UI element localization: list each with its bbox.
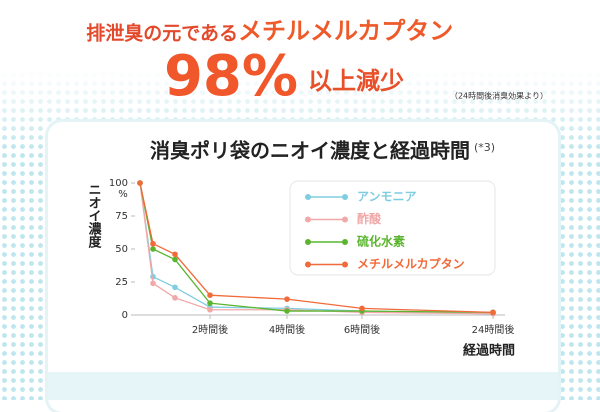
page: {"header": {"lead": "排泄臭の元である", "subject…: [0, 17, 600, 400]
y-unit: %: [118, 189, 128, 200]
point: [150, 280, 156, 287]
point: [172, 284, 178, 291]
y-tick-label: 25: [115, 277, 128, 288]
chart: 排泄臭の元である メチルメルカプタン 98% 以上減少 （24時間後消臭効果より…: [86, 17, 549, 359]
point: [150, 246, 156, 252]
legend-dot: [305, 216, 311, 223]
y-tick-label: 0: [122, 310, 128, 321]
point: [207, 306, 213, 313]
point: [172, 256, 178, 263]
x-tick-label: 24時間後: [472, 323, 515, 336]
header-suffix: 以上減少: [308, 67, 404, 95]
x-axis-label: 経過時間: [463, 343, 515, 359]
y-tick-label: 50: [115, 244, 128, 255]
chart-title: 消臭ポリ袋のニオイ濃度と経過時間: [150, 139, 470, 163]
point: [172, 295, 178, 301]
legend-label: メチルメルカプタン: [357, 256, 465, 271]
legend-dot: [342, 239, 348, 245]
title-note: (*3): [474, 141, 495, 154]
y-tick-label: 75: [115, 211, 128, 222]
point: [490, 309, 496, 316]
legend-dot: [342, 261, 348, 268]
y-axis-label: ニオイ濃度: [86, 183, 102, 249]
point: [284, 308, 290, 314]
point: [172, 251, 178, 258]
x-tick-label: 4時間後: [269, 323, 305, 336]
point: [207, 300, 213, 306]
header-note: （24時間後消臭効果より）: [450, 91, 548, 101]
header-big: 98%: [164, 44, 298, 109]
card-band: [48, 372, 558, 400]
point: [284, 296, 290, 302]
point: [150, 240, 156, 247]
y-tick-label: 100: [109, 178, 128, 189]
legend-dot: [305, 194, 311, 200]
legend-label: アンモニア: [357, 190, 417, 204]
legend-label: 酢酸: [357, 211, 382, 226]
legend-box: [289, 180, 496, 276]
point: [359, 305, 365, 312]
legend-dot: [342, 194, 348, 200]
header-subject: メチルメルカプタン: [238, 17, 453, 45]
point: [207, 292, 213, 299]
point: [137, 180, 143, 186]
legend-dot: [305, 239, 311, 245]
header-lead: 排泄臭の元である: [86, 22, 238, 45]
x-tick-label: 2時間後: [192, 323, 228, 336]
legend-label: 硫化水素: [357, 234, 405, 249]
legend-dot: [305, 261, 311, 268]
x-tick-label: 6時間後: [344, 323, 380, 336]
legend-dot: [342, 216, 348, 223]
